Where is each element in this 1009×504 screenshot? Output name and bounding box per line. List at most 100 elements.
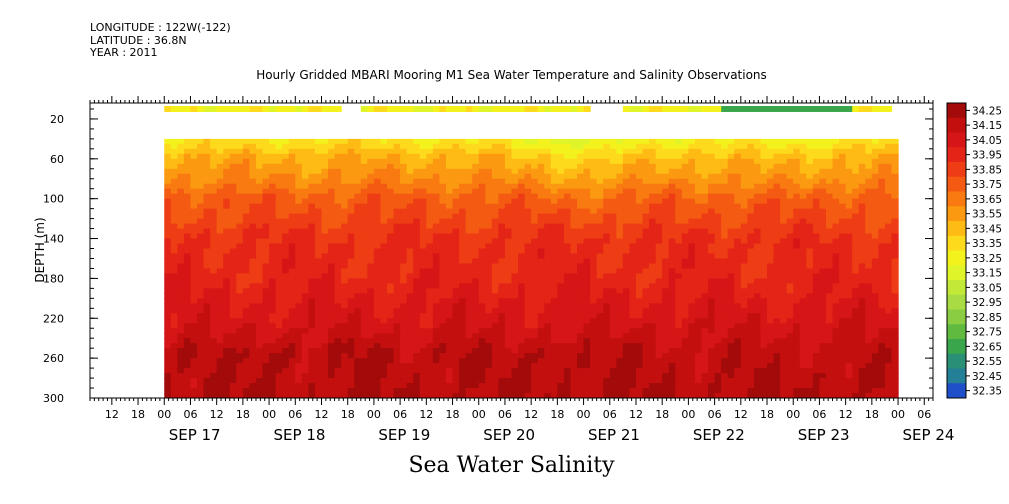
salinity-cell <box>727 258 735 265</box>
salinity-cell <box>459 293 467 299</box>
salinity-cell <box>288 258 296 265</box>
salinity-cell <box>314 203 323 210</box>
salinity-cell <box>380 333 388 339</box>
salinity-cell <box>242 153 251 160</box>
salinity-cell <box>452 238 460 245</box>
salinity-cell <box>373 343 382 349</box>
salinity-cell <box>550 323 558 329</box>
salinity-cell <box>308 303 316 309</box>
salinity-cell <box>419 393 427 398</box>
salinity-cell <box>753 343 762 349</box>
salinity-cell <box>767 213 775 220</box>
salinity-cell <box>229 153 237 160</box>
salinity-cell <box>223 138 231 145</box>
salinity-cell <box>452 303 460 309</box>
salinity-cell <box>249 383 257 389</box>
salinity-cell <box>721 313 729 319</box>
salinity-cell <box>341 338 349 344</box>
salinity-cell <box>170 138 178 145</box>
salinity-cell <box>354 363 362 369</box>
salinity-cell <box>203 163 211 170</box>
salinity-cell <box>308 248 316 255</box>
salinity-cell <box>622 363 631 369</box>
salinity-cell <box>622 228 631 235</box>
salinity-cell <box>452 198 460 205</box>
salinity-cell <box>714 263 722 270</box>
salinity-cell <box>282 213 290 220</box>
salinity-cell <box>275 253 283 260</box>
salinity-cell <box>629 253 637 260</box>
salinity-cell <box>472 378 480 384</box>
salinity-cell <box>714 353 722 359</box>
salinity-cell <box>642 353 650 359</box>
salinity-cell <box>465 198 473 205</box>
salinity-cell <box>282 188 290 195</box>
salinity-cell <box>190 373 198 379</box>
salinity-cell <box>504 143 513 150</box>
salinity-cell <box>590 288 598 294</box>
salinity-cell <box>439 213 447 220</box>
salinity-cell <box>544 293 552 299</box>
salinity-cell <box>773 323 781 329</box>
salinity-cell <box>478 168 486 175</box>
salinity-cell <box>767 173 775 180</box>
salinity-cell <box>269 148 277 155</box>
salinity-cell <box>183 383 192 389</box>
salinity-cell <box>786 393 794 398</box>
salinity-cell <box>524 168 532 175</box>
salinity-cell <box>609 143 617 150</box>
salinity-cell <box>210 183 218 190</box>
salinity-cell <box>177 243 185 250</box>
salinity-cell <box>321 143 329 150</box>
salinity-cell <box>603 383 611 389</box>
salinity-cell <box>734 368 742 374</box>
salinity-cell <box>380 143 388 150</box>
salinity-cell <box>616 178 624 185</box>
salinity-cell <box>373 258 382 265</box>
salinity-cell <box>767 333 775 339</box>
salinity-cell <box>177 298 185 304</box>
salinity-cell <box>452 393 460 398</box>
salinity-cell <box>518 293 526 299</box>
salinity-cell <box>570 273 578 279</box>
salinity-cell <box>328 223 336 230</box>
salinity-cell <box>753 273 762 279</box>
salinity-cell <box>406 223 414 230</box>
salinity-cell <box>485 223 493 230</box>
salinity-cell <box>662 213 670 220</box>
salinity-cell <box>190 338 198 344</box>
salinity-cell <box>445 158 454 165</box>
salinity-cell <box>275 173 283 180</box>
salinity-cell <box>786 153 794 160</box>
salinity-cell <box>229 343 237 349</box>
salinity-cell <box>413 178 421 185</box>
salinity-cell <box>314 198 323 205</box>
salinity-cell <box>426 278 434 284</box>
salinity-cell <box>275 313 283 319</box>
salinity-cell <box>354 238 362 245</box>
salinity-cell <box>603 178 611 185</box>
salinity-cell <box>662 263 670 270</box>
salinity-cell <box>701 363 709 369</box>
salinity-cell <box>328 298 336 304</box>
salinity-cell <box>767 283 775 289</box>
salinity-cell <box>596 288 604 294</box>
salinity-cell <box>242 208 251 215</box>
salinity-cell <box>701 173 709 180</box>
salinity-cell <box>347 228 355 235</box>
salinity-cell <box>170 358 178 364</box>
salinity-cell <box>753 243 762 250</box>
salinity-cell <box>616 183 624 190</box>
salinity-cell <box>642 203 650 210</box>
salinity-cell <box>380 158 388 165</box>
salinity-cell <box>504 158 513 165</box>
salinity-cell <box>242 268 251 275</box>
salinity-cell <box>413 353 421 359</box>
salinity-cell <box>583 318 591 324</box>
salinity-cell <box>498 178 506 185</box>
salinity-cell <box>413 268 421 275</box>
salinity-cell <box>609 158 617 165</box>
salinity-cell <box>563 318 572 324</box>
salinity-cell <box>681 338 689 344</box>
salinity-cell <box>629 193 637 200</box>
